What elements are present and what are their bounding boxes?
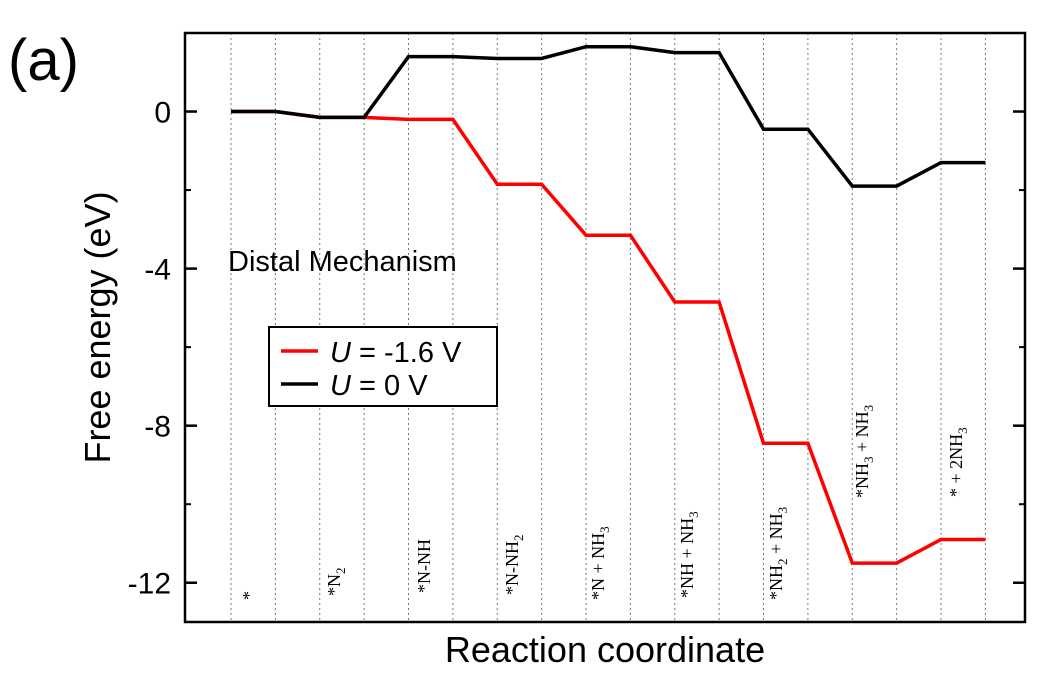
grid-lines (230, 33, 986, 622)
distal-mechanism-annotation: Distal Mechanism (228, 246, 457, 278)
series-line (231, 44, 986, 188)
y-tick-label: -12 (128, 568, 171, 601)
step-label: *N2 (324, 568, 348, 597)
step-label: *N-NH2 (502, 535, 526, 596)
step-labels: * *N2 *N-NH *N-NH2 *N + NH3 *NH + NH3 *NH2 + N… (239, 405, 970, 600)
legend-entry: U = 0 V (330, 370, 428, 402)
y-axis-label: Free energy (eV) (77, 191, 118, 463)
step-label: *N + NH3 (588, 526, 612, 600)
step-label: *NH2 + NH3 (766, 507, 790, 600)
step-label: *NH3 + NH3 (852, 405, 876, 498)
legend: U = -1.6 VU = 0 V (268, 326, 498, 407)
legend-box (268, 326, 498, 407)
y-tick-label: 0 (154, 97, 171, 130)
y-tick-label: -4 (144, 254, 171, 287)
step-label: *NH + NH3 (677, 511, 701, 598)
plot-frame (183, 31, 1027, 624)
series-layer (231, 44, 986, 565)
y-axis-ticks: 0 -4 -8 -12 (128, 97, 1025, 601)
step-label: * (239, 591, 259, 600)
y-tick-label: -8 (144, 411, 171, 444)
step-label: * + 2NH3 (946, 427, 970, 497)
x-axis-label: Reaction coordinate (445, 629, 765, 670)
panel-label: (a) (8, 28, 79, 93)
step-label: *N-NH (414, 539, 434, 593)
legend-entry: U = -1.6 V (330, 337, 462, 369)
